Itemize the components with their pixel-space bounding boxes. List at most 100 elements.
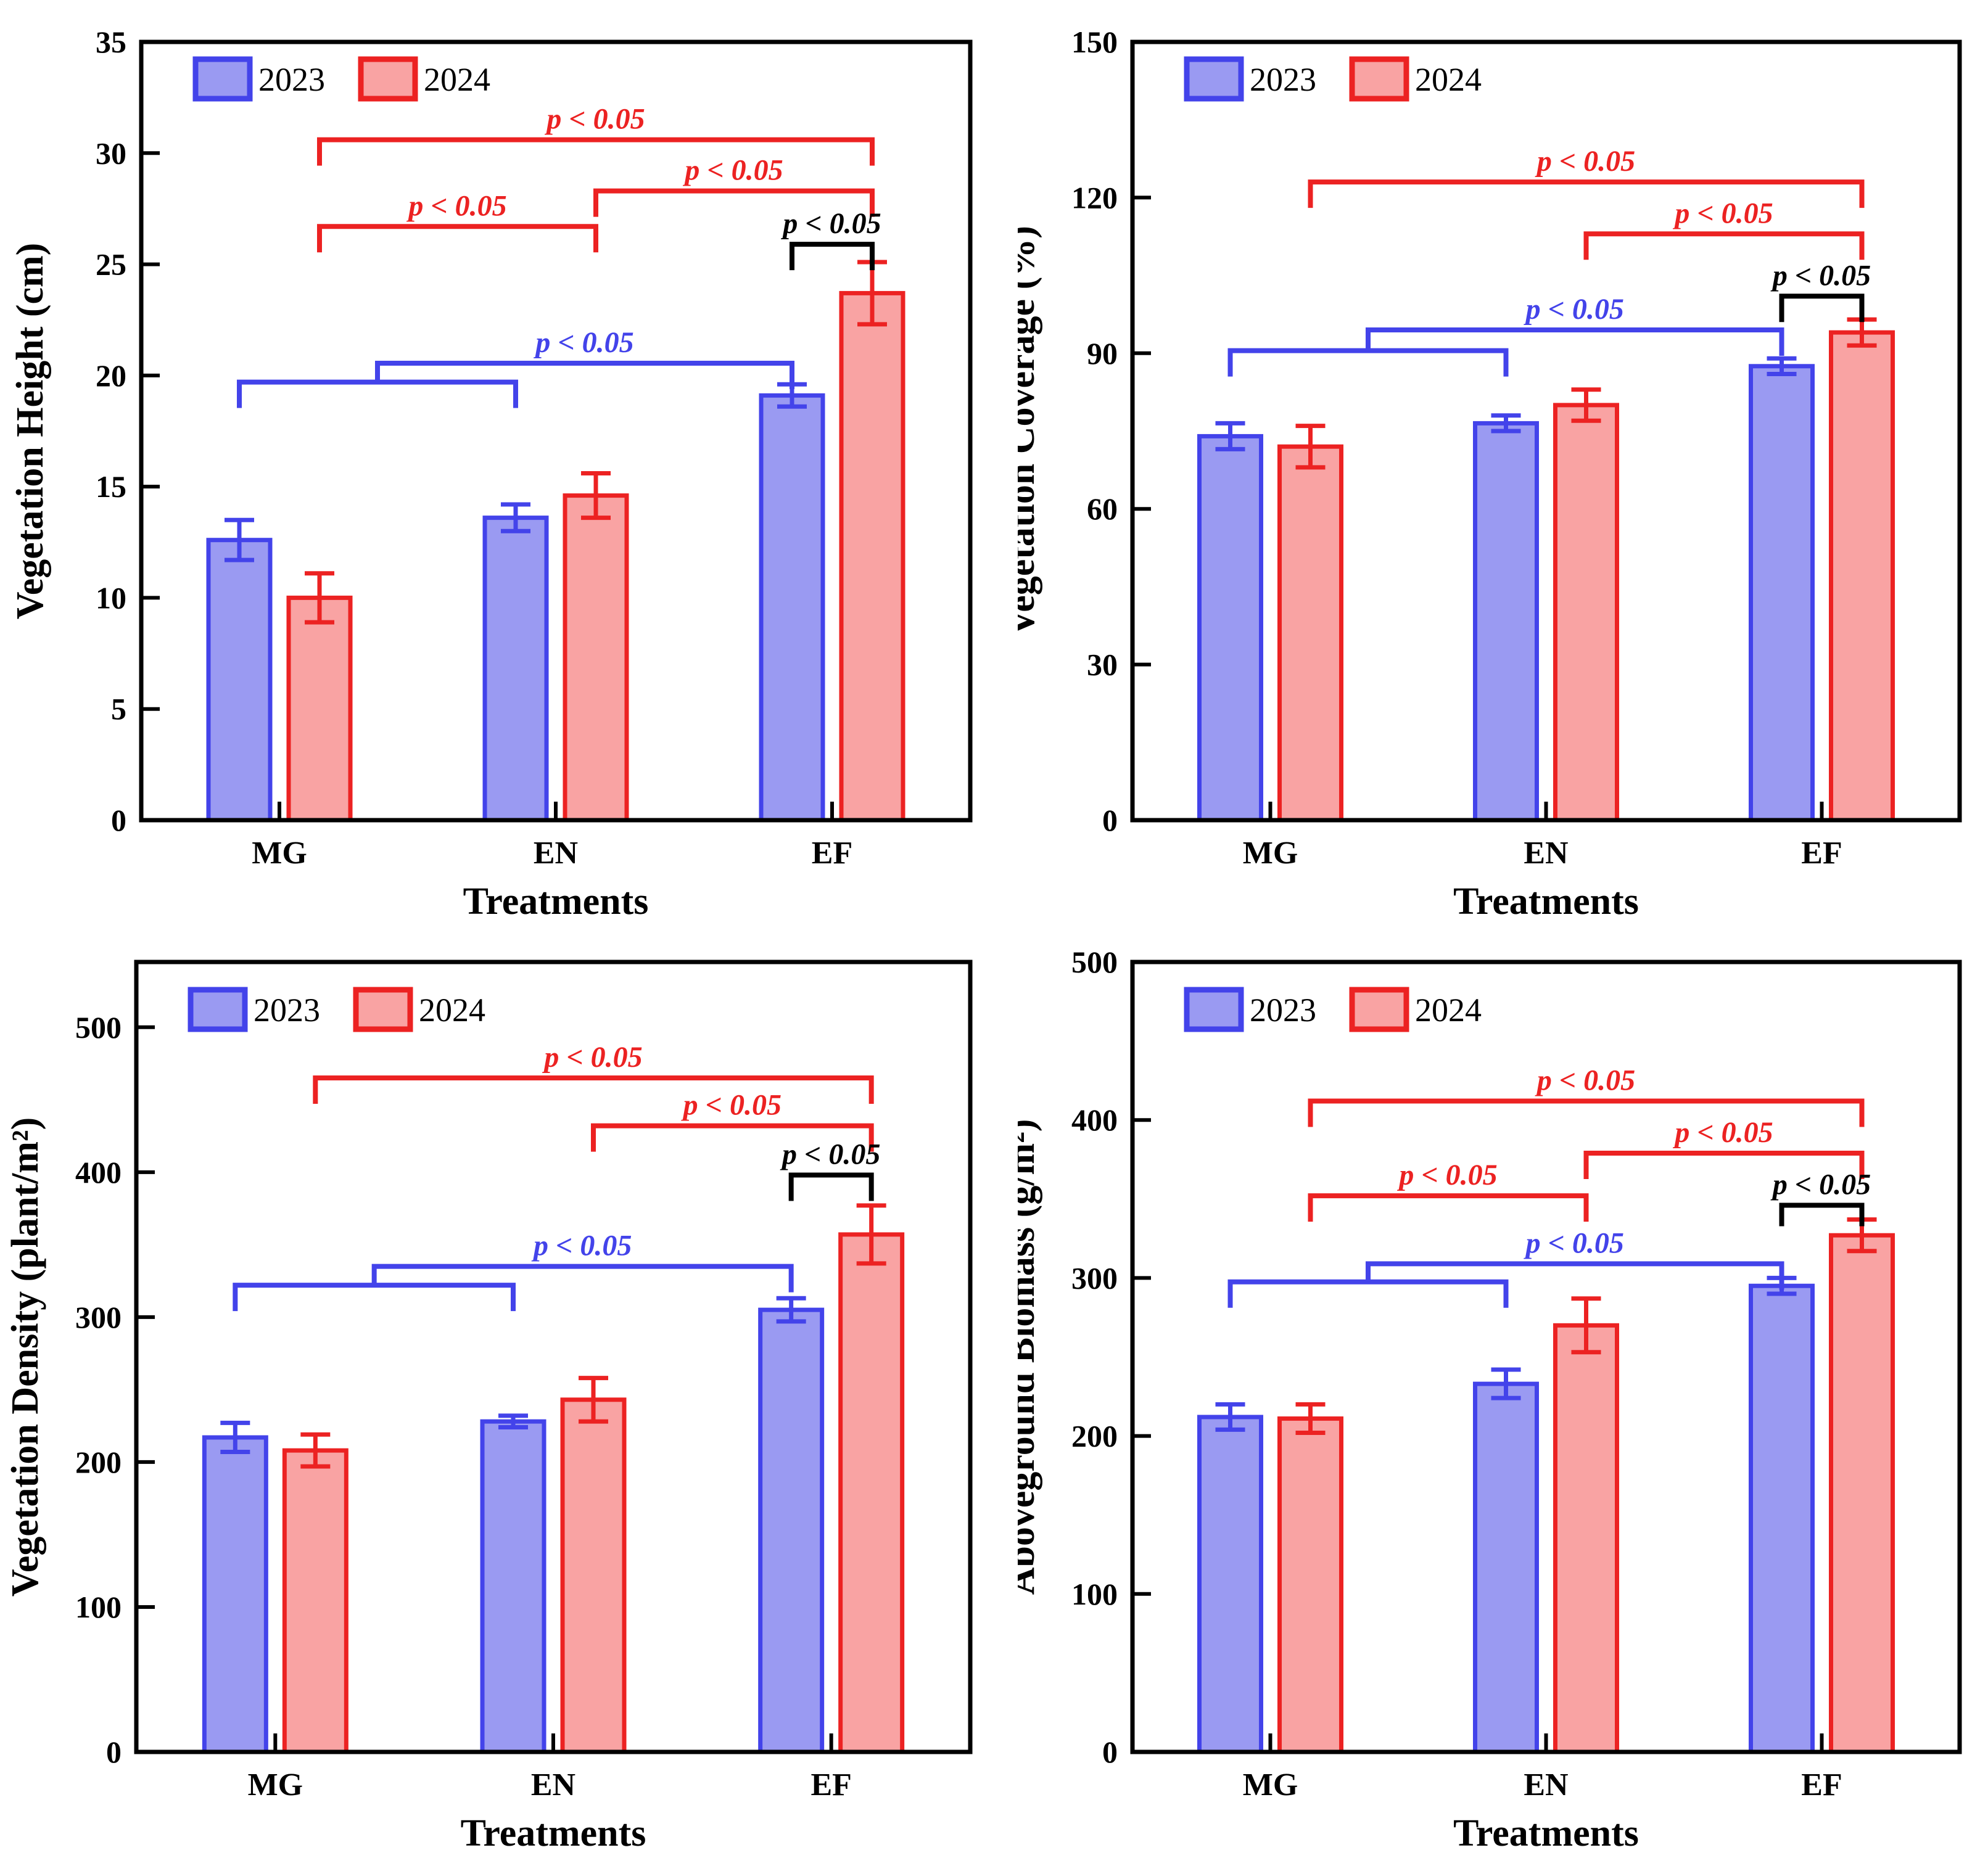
legend-swatch-2024 bbox=[358, 56, 418, 102]
bar-MG-2023 bbox=[206, 538, 273, 823]
legend: 2023 2024 bbox=[1184, 56, 1482, 102]
error-bar-EN-2024 bbox=[1571, 1296, 1601, 1355]
sig-label: p < 0.05 bbox=[1770, 1169, 1871, 1201]
error-bar-MG-2024 bbox=[300, 1432, 331, 1469]
sig-label: p < 0.05 bbox=[1524, 1227, 1624, 1259]
error-bar-MG-2023 bbox=[1215, 1402, 1245, 1432]
x-tick-label: EF bbox=[1801, 1767, 1842, 1803]
sig-bracket-red-2 bbox=[1308, 1193, 1589, 1222]
sig-bracket-blue-group-high bbox=[371, 1264, 794, 1293]
y-axis-title: Vegetation Coverage (%) bbox=[1018, 226, 1042, 636]
x-tick-label: EN bbox=[1524, 836, 1568, 871]
legend-swatch-2023 bbox=[1184, 56, 1244, 102]
x-tick-label: EN bbox=[534, 836, 578, 871]
y-tick-label: 100 bbox=[75, 1590, 122, 1624]
x-tick-label: MG bbox=[248, 1767, 303, 1803]
error-bar-EN-2023 bbox=[1491, 1367, 1521, 1400]
x-tick-label: EF bbox=[1801, 836, 1842, 871]
x-tick-label: MG bbox=[1243, 1767, 1298, 1803]
bar-MG-2023 bbox=[1197, 1415, 1263, 1754]
y-tick-label: 300 bbox=[75, 1300, 122, 1334]
error-bar-EN-2023 bbox=[501, 502, 530, 533]
sig-label: p < 0.05 bbox=[1524, 293, 1624, 326]
bar-EF-2024 bbox=[838, 1232, 905, 1754]
bar-MG-2024 bbox=[1277, 444, 1343, 823]
sig-label: p < 0.05 bbox=[682, 154, 783, 187]
error-bar-MG-2024 bbox=[1295, 424, 1326, 470]
bar-EF-2023 bbox=[1749, 1283, 1815, 1754]
legend-label-2024: 2024 bbox=[424, 61, 490, 98]
error-bar-EN-2024 bbox=[581, 471, 611, 520]
y-tick-label: 30 bbox=[96, 136, 126, 170]
x-tick-label: MG bbox=[252, 836, 307, 871]
sig-bracket-red-1 bbox=[593, 188, 875, 217]
legend-swatch-2023 bbox=[188, 987, 248, 1032]
sig-bracket-blue-group-high bbox=[1366, 1261, 1784, 1290]
y-tick-label: 25 bbox=[96, 247, 126, 282]
sig-bracket-blue-group-high bbox=[1366, 327, 1784, 356]
sig-label: p < 0.05 bbox=[1672, 1116, 1773, 1149]
legend-label-2023: 2023 bbox=[254, 992, 320, 1029]
sig-bracket-red-0 bbox=[313, 1075, 874, 1104]
legend-label-2023: 2023 bbox=[258, 61, 325, 98]
legend-label-2024: 2024 bbox=[419, 992, 485, 1029]
y-tick-label: 100 bbox=[1071, 1577, 1118, 1611]
y-tick-label: 0 bbox=[111, 803, 126, 837]
sig-label: p < 0.05 bbox=[544, 103, 645, 136]
x-axis-title: Treatments bbox=[1453, 881, 1639, 923]
sig-bracket-black-3 bbox=[790, 242, 875, 271]
legend-label-2023: 2023 bbox=[1250, 992, 1316, 1029]
y-tick-label: 150 bbox=[1071, 25, 1118, 59]
y-tick-label: 90 bbox=[1087, 336, 1118, 371]
legend: 2023 2024 bbox=[188, 987, 485, 1032]
bar-EF-2023 bbox=[1749, 364, 1815, 823]
error-bar-EF-2024 bbox=[856, 1203, 886, 1266]
error-bar-EF-2023 bbox=[1767, 356, 1797, 376]
sig-bracket-red-0 bbox=[1308, 179, 1865, 208]
error-bar-MG-2024 bbox=[305, 571, 334, 625]
y-axis-title: Vegetation Density (plant/m²) bbox=[4, 1117, 46, 1597]
y-tick-label: 20 bbox=[96, 358, 126, 393]
bar-EN-2024 bbox=[563, 493, 629, 823]
bar-EN-2023 bbox=[480, 1419, 546, 1754]
sig-bracket-blue-group-high bbox=[375, 361, 794, 390]
legend-swatch-2023 bbox=[1184, 987, 1244, 1032]
sig-label: p < 0.05 bbox=[542, 1041, 642, 1074]
y-axis-title: Aboveground Biomass (g/m²) bbox=[1018, 1119, 1042, 1595]
error-bar-MG-2023 bbox=[225, 517, 254, 562]
sig-label: p < 0.05 bbox=[1535, 145, 1635, 178]
bar-MG-2023 bbox=[202, 1435, 268, 1754]
sig-label: p < 0.05 bbox=[1535, 1064, 1635, 1096]
sig-bracket-black-2 bbox=[1779, 294, 1865, 323]
bar-EN-2024 bbox=[560, 1397, 627, 1754]
error-bar-EN-2024 bbox=[579, 1376, 608, 1424]
legend-swatch-2024 bbox=[1349, 987, 1409, 1032]
bar-EF-2023 bbox=[759, 393, 825, 823]
x-tick-label: EF bbox=[812, 836, 852, 871]
error-bar-MG-2023 bbox=[1215, 421, 1245, 451]
bar-MG-2024 bbox=[282, 1448, 349, 1754]
bar-EN-2024 bbox=[1553, 403, 1619, 823]
error-bar-MG-2024 bbox=[1295, 1402, 1326, 1435]
y-axis-title: Vegetation Height (cm) bbox=[9, 243, 51, 620]
y-tick-label: 0 bbox=[106, 1735, 122, 1769]
sig-bracket-red-1 bbox=[591, 1123, 874, 1152]
bar-EF-2023 bbox=[758, 1307, 825, 1754]
x-tick-label: MG bbox=[1243, 836, 1298, 871]
bar-EN-2023 bbox=[482, 516, 549, 823]
panel-vegetation-height: p < 0.05 p < 0.05 p < 0.05 p < 0.05 p < 0.05… bbox=[9, 25, 973, 923]
panel-aboveground-biomass: p < 0.05 p < 0.05 p < 0.05 p < 0.05 p < 0.05… bbox=[1018, 945, 1962, 1854]
sig-bracket-red-1 bbox=[1583, 1151, 1865, 1180]
bar-MG-2024 bbox=[286, 595, 353, 823]
error-bar-EN-2023 bbox=[498, 1413, 528, 1429]
error-bar-EF-2023 bbox=[776, 1296, 806, 1324]
sig-bracket-blue-group-low bbox=[237, 379, 518, 408]
y-tick-label: 200 bbox=[1071, 1419, 1118, 1453]
y-tick-label: 120 bbox=[1071, 180, 1118, 215]
y-tick-label: 60 bbox=[1087, 491, 1118, 526]
y-tick-label: 35 bbox=[96, 25, 126, 59]
sig-label: p < 0.05 bbox=[780, 1138, 880, 1171]
legend: 2023 2024 bbox=[1184, 987, 1482, 1032]
sig-label: p < 0.05 bbox=[1672, 197, 1773, 229]
sig-bracket-black-2 bbox=[788, 1172, 874, 1201]
